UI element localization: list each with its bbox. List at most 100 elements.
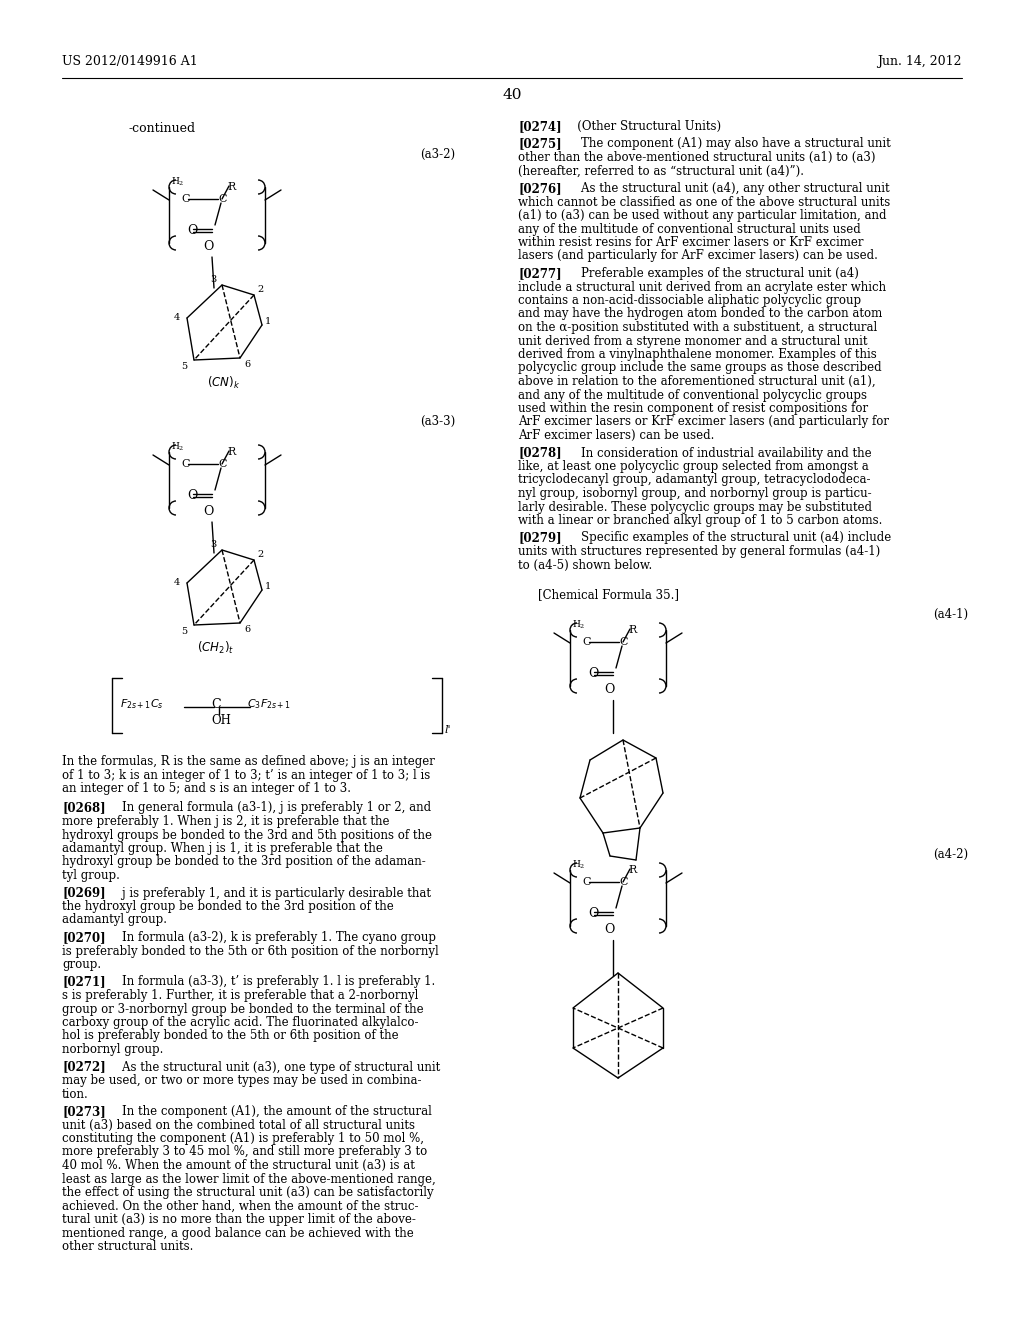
Text: In the formulas, R is the same as defined above; j is an integer: In the formulas, R is the same as define…	[62, 755, 435, 768]
Text: C: C	[618, 638, 628, 647]
Text: polycyclic group include the same groups as those described: polycyclic group include the same groups…	[518, 362, 882, 375]
Text: R: R	[628, 865, 636, 875]
Text: [0276]: [0276]	[518, 182, 561, 195]
Text: $\mathregular{H_2}$: $\mathregular{H_2}$	[171, 441, 184, 453]
Text: an integer of 1 to 5; and s is an integer of 1 to 3.: an integer of 1 to 5; and s is an intege…	[62, 781, 351, 795]
Text: 3: 3	[210, 275, 216, 284]
Text: more preferably 3 to 45 mol %, and still more preferably 3 to: more preferably 3 to 45 mol %, and still…	[62, 1146, 427, 1159]
Text: more preferably 1. When j is 2, it is preferable that the: more preferably 1. When j is 2, it is pr…	[62, 814, 389, 828]
Text: $\mathregular{H_2}$: $\mathregular{H_2}$	[572, 619, 586, 631]
Text: 2: 2	[257, 285, 263, 294]
Text: hydroxyl groups be bonded to the 3rd and 5th positions of the: hydroxyl groups be bonded to the 3rd and…	[62, 829, 432, 842]
Text: O: O	[588, 907, 598, 920]
Text: with a linear or branched alkyl group of 1 to 5 carbon atoms.: with a linear or branched alkyl group of…	[518, 513, 883, 527]
Text: In formula (a3-3), t’ is preferably 1. l is preferably 1.: In formula (a3-3), t’ is preferably 1. l…	[106, 975, 435, 989]
Text: and may have the hydrogen atom bonded to the carbon atom: and may have the hydrogen atom bonded to…	[518, 308, 883, 321]
Text: C: C	[582, 876, 591, 887]
Text: adamantyl group.: adamantyl group.	[62, 913, 167, 927]
Text: C: C	[181, 459, 189, 469]
Text: R: R	[227, 182, 236, 191]
Text: [0278]: [0278]	[518, 446, 561, 459]
Text: may be used, or two or more types may be used in combina-: may be used, or two or more types may be…	[62, 1074, 422, 1086]
Text: Preferable examples of the structural unit (a4): Preferable examples of the structural un…	[566, 267, 859, 280]
Text: tion.: tion.	[62, 1088, 89, 1101]
Text: $F_{2s+1}C_s$: $F_{2s+1}C_s$	[120, 697, 164, 711]
Text: 40: 40	[502, 88, 522, 102]
Text: like, at least one polycyclic group selected from amongst a: like, at least one polycyclic group sele…	[518, 459, 868, 473]
Text: group or 3-norbornyl group be bonded to the terminal of the: group or 3-norbornyl group be bonded to …	[62, 1002, 424, 1015]
Text: other than the above-mentioned structural units (a1) to (a3): other than the above-mentioned structura…	[518, 150, 876, 164]
Text: ArF excimer lasers or KrF excimer lasers (and particularly for: ArF excimer lasers or KrF excimer lasers…	[518, 416, 889, 429]
Text: tural unit (a3) is no more than the upper limit of the above-: tural unit (a3) is no more than the uppe…	[62, 1213, 416, 1226]
Text: $\mathregular{H_2}$: $\mathregular{H_2}$	[171, 176, 184, 187]
Text: [0275]: [0275]	[518, 137, 561, 150]
Text: on the α-position substituted with a substituent, a structural: on the α-position substituted with a sub…	[518, 321, 878, 334]
Text: carboxy group of the acrylic acid. The fluorinated alkylalco-: carboxy group of the acrylic acid. The f…	[62, 1016, 419, 1030]
Text: In consideration of industrial availability and the: In consideration of industrial availabil…	[566, 446, 871, 459]
Text: which cannot be classified as one of the above structural units: which cannot be classified as one of the…	[518, 195, 890, 209]
Text: O: O	[604, 682, 614, 696]
Text: US 2012/0149916 A1: US 2012/0149916 A1	[62, 55, 198, 69]
Text: The component (A1) may also have a structural unit: The component (A1) may also have a struc…	[566, 137, 891, 150]
Text: 3: 3	[210, 540, 216, 549]
Text: 6: 6	[244, 624, 250, 634]
Text: 5: 5	[181, 362, 187, 371]
Text: As the structural unit (a3), one type of structural unit: As the structural unit (a3), one type of…	[106, 1060, 440, 1073]
Text: within resist resins for ArF excimer lasers or KrF excimer: within resist resins for ArF excimer las…	[518, 236, 863, 249]
Text: $(CH_2)_t$: $(CH_2)_t$	[197, 640, 234, 656]
Text: O: O	[588, 667, 598, 680]
Text: O: O	[187, 224, 198, 238]
Text: hol is preferably bonded to the 5th or 6th position of the: hol is preferably bonded to the 5th or 6…	[62, 1030, 398, 1043]
Text: 40 mol %. When the amount of the structural unit (a3) is at: 40 mol %. When the amount of the structu…	[62, 1159, 415, 1172]
Text: [Chemical Formula 35.]: [Chemical Formula 35.]	[538, 587, 679, 601]
Text: [0268]: [0268]	[62, 801, 105, 814]
Text: least as large as the lower limit of the above-mentioned range,: least as large as the lower limit of the…	[62, 1172, 436, 1185]
Text: R: R	[628, 624, 636, 635]
Text: In the component (A1), the amount of the structural: In the component (A1), the amount of the…	[106, 1105, 432, 1118]
Text: tricyclodecanyl group, adamantyl group, tetracyclododeca-: tricyclodecanyl group, adamantyl group, …	[518, 474, 870, 487]
Text: 4: 4	[174, 313, 180, 322]
Text: unit derived from a styrene monomer and a structural unit: unit derived from a styrene monomer and …	[518, 334, 867, 347]
Text: In general formula (a3-1), j is preferably 1 or 2, and: In general formula (a3-1), j is preferab…	[106, 801, 431, 814]
Text: Jun. 14, 2012: Jun. 14, 2012	[878, 55, 962, 69]
Text: group.: group.	[62, 958, 101, 972]
Text: C: C	[181, 194, 189, 205]
Text: to (a4-5) shown below.: to (a4-5) shown below.	[518, 558, 652, 572]
Text: derived from a vinylnaphthalene monomer. Examples of this: derived from a vinylnaphthalene monomer.…	[518, 348, 877, 360]
Text: ArF excimer lasers) can be used.: ArF excimer lasers) can be used.	[518, 429, 715, 442]
Text: O: O	[604, 923, 614, 936]
Text: hydroxyl group be bonded to the 3rd position of the adaman-: hydroxyl group be bonded to the 3rd posi…	[62, 855, 426, 869]
Text: $(CN)_k$: $(CN)_k$	[207, 375, 241, 391]
Text: is preferably bonded to the 5th or 6th position of the norbornyl: is preferably bonded to the 5th or 6th p…	[62, 945, 438, 957]
Text: the effect of using the structural unit (a3) can be satisfactorily: the effect of using the structural unit …	[62, 1185, 433, 1199]
Text: (hereafter, referred to as “structural unit (a4)”).: (hereafter, referred to as “structural u…	[518, 165, 804, 177]
Text: and any of the multitude of conventional polycyclic groups: and any of the multitude of conventional…	[518, 388, 867, 401]
Text: of 1 to 3; k is an integer of 1 to 3; t’ is an integer of 1 to 3; l is: of 1 to 3; k is an integer of 1 to 3; t’…	[62, 768, 430, 781]
Text: achieved. On the other hand, when the amount of the struc-: achieved. On the other hand, when the am…	[62, 1200, 419, 1213]
Text: larly desirable. These polycyclic groups may be substituted: larly desirable. These polycyclic groups…	[518, 500, 872, 513]
Text: (a3-3): (a3-3)	[420, 414, 455, 428]
Text: C: C	[218, 194, 226, 205]
Text: tyl group.: tyl group.	[62, 869, 120, 882]
Text: the hydroxyl group be bonded to the 3rd position of the: the hydroxyl group be bonded to the 3rd …	[62, 900, 394, 913]
Text: [0271]: [0271]	[62, 975, 105, 989]
Text: (a1) to (a3) can be used without any particular limitation, and: (a1) to (a3) can be used without any par…	[518, 209, 887, 222]
Text: C: C	[618, 876, 628, 887]
Text: nyl group, isobornyl group, and norbornyl group is particu-: nyl group, isobornyl group, and norborny…	[518, 487, 871, 500]
Text: 2: 2	[257, 550, 263, 558]
Text: above in relation to the aforementioned structural unit (a1),: above in relation to the aforementioned …	[518, 375, 876, 388]
Text: mentioned range, a good balance can be achieved with the: mentioned range, a good balance can be a…	[62, 1226, 414, 1239]
Text: contains a non-acid-dissociable aliphatic polycyclic group: contains a non-acid-dissociable aliphati…	[518, 294, 861, 308]
Text: -continued: -continued	[128, 121, 196, 135]
Text: [0272]: [0272]	[62, 1060, 105, 1073]
Text: (a3-2): (a3-2)	[420, 148, 455, 161]
Text: [0273]: [0273]	[62, 1105, 105, 1118]
Text: (Other Structural Units): (Other Structural Units)	[566, 120, 721, 133]
Text: O: O	[203, 240, 213, 253]
Text: In formula (a3-2), k is preferably 1. The cyano group: In formula (a3-2), k is preferably 1. Th…	[106, 931, 436, 944]
Text: l': l'	[445, 725, 452, 735]
Text: $\mathregular{H_2}$: $\mathregular{H_2}$	[572, 858, 586, 871]
Text: 1: 1	[265, 582, 271, 591]
Text: include a structural unit derived from an acrylate ester which: include a structural unit derived from a…	[518, 281, 886, 293]
Text: O: O	[203, 506, 213, 517]
